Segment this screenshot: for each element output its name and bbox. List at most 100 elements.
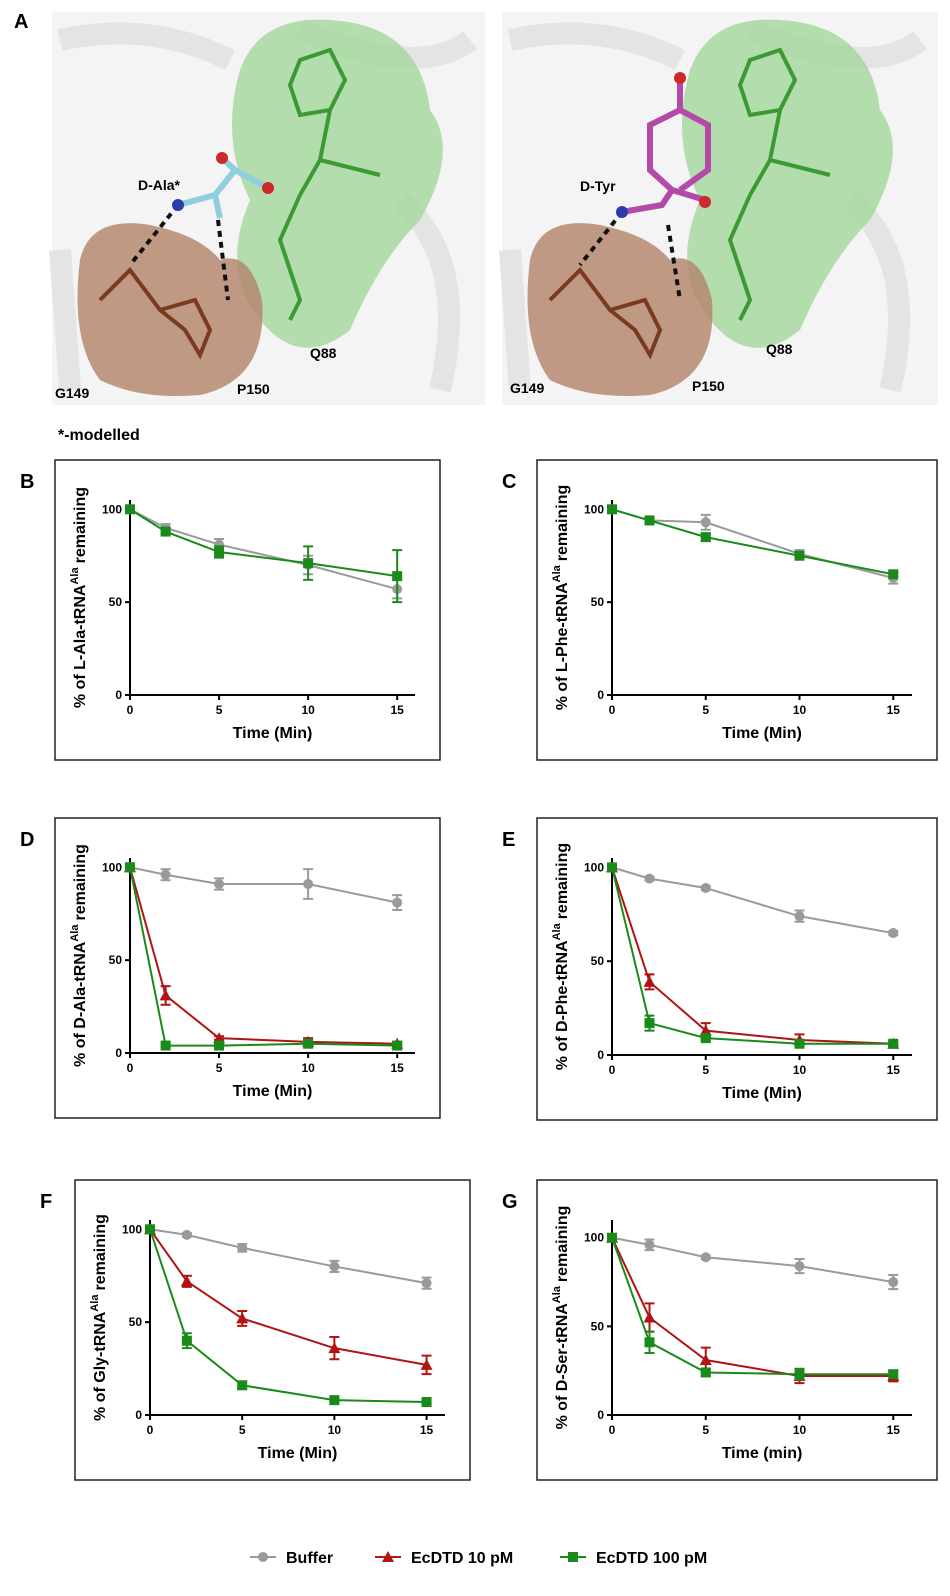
x-axis-title: Time (Min) bbox=[258, 1445, 338, 1462]
x-tick-label: 10 bbox=[301, 703, 315, 717]
point bbox=[392, 571, 402, 581]
y-axis-title: % of D-Phe-tRNAAlaremaining bbox=[551, 843, 571, 1070]
panel-label: G bbox=[502, 1191, 518, 1213]
y-axis-title-main: % of L-Phe-tRNA bbox=[554, 582, 571, 710]
panel-label: A bbox=[14, 11, 28, 33]
x-tick-label: 0 bbox=[127, 1061, 134, 1075]
x-tick-label: 15 bbox=[887, 1063, 901, 1077]
residue-label: P150 bbox=[692, 378, 725, 394]
point bbox=[701, 1033, 711, 1043]
x-axis-title: Time (Min) bbox=[722, 1085, 802, 1102]
x-tick-label: 5 bbox=[216, 1061, 223, 1075]
x-tick-label: 15 bbox=[391, 703, 405, 717]
panel-label: B bbox=[20, 471, 34, 493]
structure-right bbox=[502, 12, 938, 405]
point bbox=[182, 1336, 192, 1346]
y-tick-label: 0 bbox=[135, 1408, 142, 1422]
series-line bbox=[612, 1238, 893, 1376]
point bbox=[795, 1039, 805, 1049]
y-axis-title-sup: Ala bbox=[69, 567, 81, 585]
y-axis-title: % of Gly-tRNAAla remaining bbox=[89, 1214, 109, 1421]
y-axis-title-end: remaining bbox=[72, 844, 89, 920]
x-tick-label: 5 bbox=[702, 1063, 709, 1077]
y-axis-title-end: remaining bbox=[72, 487, 89, 563]
note: *-modelled bbox=[58, 427, 140, 444]
y-axis-title-main: % of D-Ser-tRNA bbox=[554, 1303, 571, 1430]
point bbox=[303, 879, 313, 889]
x-tick-label: 15 bbox=[887, 1423, 901, 1437]
y-tick-label: 50 bbox=[129, 1315, 143, 1329]
point bbox=[329, 1261, 339, 1271]
x-tick-label: 10 bbox=[301, 1061, 315, 1075]
y-tick-label: 100 bbox=[584, 860, 604, 874]
y-axis-title-end: remaining bbox=[92, 1214, 109, 1290]
point bbox=[795, 911, 805, 921]
x-tick-label: 5 bbox=[702, 1423, 709, 1437]
point bbox=[392, 898, 402, 908]
panel-label: E bbox=[502, 829, 515, 851]
x-axis-title: Time (Min) bbox=[233, 725, 313, 742]
y-axis-title-main: % of L-Ala-tRNA bbox=[72, 584, 89, 708]
y-tick-label: 100 bbox=[584, 1231, 604, 1245]
point bbox=[214, 879, 224, 889]
point bbox=[701, 532, 711, 542]
panel-label: D bbox=[20, 829, 34, 851]
point bbox=[303, 558, 313, 568]
legend-label: EcDTD 10 pM bbox=[411, 1550, 513, 1567]
x-tick-label: 15 bbox=[420, 1423, 434, 1437]
point bbox=[329, 1395, 339, 1405]
point bbox=[392, 1041, 402, 1051]
y-axis-title-end: remaining bbox=[554, 1206, 571, 1282]
point bbox=[645, 515, 655, 525]
point bbox=[888, 1369, 898, 1379]
residue-label: Q88 bbox=[310, 345, 337, 361]
residue-label: P150 bbox=[237, 381, 270, 397]
x-tick-label: 0 bbox=[609, 1063, 616, 1077]
legend-label: EcDTD 100 pM bbox=[596, 1550, 707, 1567]
point bbox=[125, 862, 135, 872]
point bbox=[888, 569, 898, 579]
series-line bbox=[150, 1229, 427, 1402]
point bbox=[795, 551, 805, 561]
point bbox=[422, 1278, 432, 1288]
point bbox=[644, 1312, 656, 1323]
point bbox=[888, 928, 898, 938]
point bbox=[422, 1397, 432, 1407]
y-tick-label: 100 bbox=[102, 502, 122, 516]
y-axis-title-sup: Ala bbox=[89, 1294, 101, 1312]
point bbox=[795, 1369, 805, 1379]
point bbox=[161, 527, 171, 537]
point bbox=[237, 1380, 247, 1390]
y-axis-title-sup: Ala bbox=[551, 922, 563, 940]
y-tick-label: 50 bbox=[591, 954, 605, 968]
point bbox=[125, 504, 135, 514]
x-tick-label: 5 bbox=[216, 703, 223, 717]
point bbox=[701, 883, 711, 893]
point bbox=[888, 1039, 898, 1049]
point bbox=[182, 1230, 192, 1240]
residue-label: G149 bbox=[510, 380, 544, 396]
legend-marker bbox=[258, 1552, 268, 1562]
residue-label: G149 bbox=[55, 385, 89, 401]
y-axis-title: % of L-Ala-tRNAAla remaining bbox=[69, 487, 89, 708]
ligand-label: D-Ala* bbox=[138, 177, 181, 193]
point bbox=[645, 1018, 655, 1028]
x-tick-label: 0 bbox=[609, 1423, 616, 1437]
point bbox=[888, 1277, 898, 1287]
y-axis-title-end: remaining bbox=[554, 843, 571, 919]
y-axis-title: % of D-Ser-tRNAAlaremaining bbox=[551, 1206, 571, 1430]
y-axis-title-end: remaining bbox=[554, 485, 571, 561]
point bbox=[607, 862, 617, 872]
ligand-label: D-Tyr bbox=[580, 178, 616, 194]
y-tick-label: 50 bbox=[591, 595, 605, 609]
y-axis-title-main: % of Gly-tRNA bbox=[92, 1311, 109, 1421]
x-tick-label: 0 bbox=[609, 703, 616, 717]
y-axis-title: % of L-Phe-tRNAAlaremaining bbox=[551, 485, 571, 711]
y-tick-label: 0 bbox=[115, 688, 122, 702]
point bbox=[645, 1240, 655, 1250]
x-tick-label: 10 bbox=[793, 1423, 807, 1437]
y-tick-label: 100 bbox=[102, 860, 122, 874]
legend-label: Buffer bbox=[286, 1550, 333, 1567]
figure: A D-Ala* G149 P150 Q88 D-Tyr G149 P150 Q… bbox=[0, 0, 950, 1591]
y-tick-label: 0 bbox=[597, 1408, 604, 1422]
